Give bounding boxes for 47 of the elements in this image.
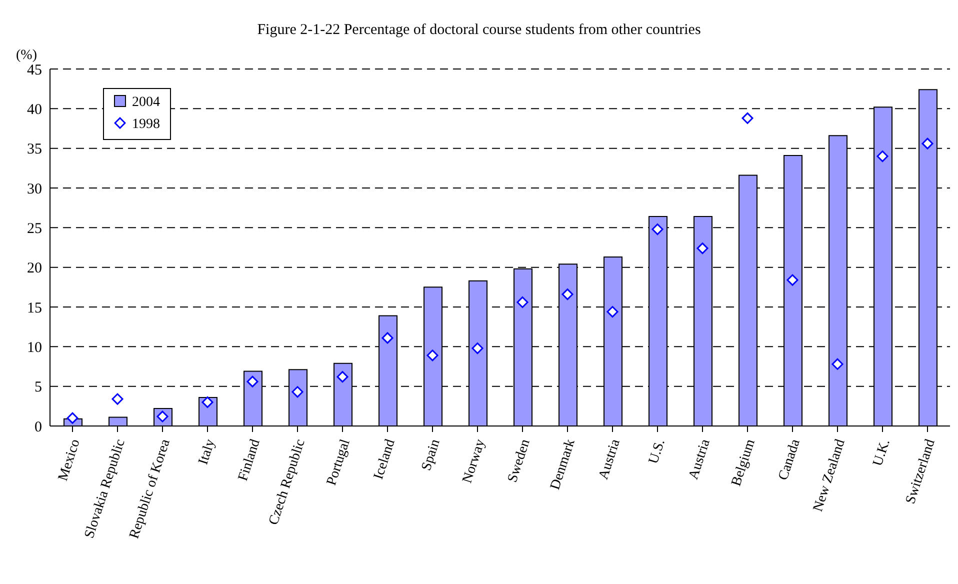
point (292, 386, 304, 398)
point (786, 274, 798, 286)
x-tick-label: Austria (686, 436, 714, 482)
point (202, 396, 214, 408)
point (426, 350, 438, 362)
x-tick-label: Sweden (505, 438, 534, 484)
x-tick-label: U.S. (646, 438, 668, 466)
y-tick-label: 0 (34, 419, 42, 436)
y-tick-label: 10 (27, 340, 42, 356)
point (876, 150, 888, 162)
point (606, 306, 618, 318)
legend-label: 1998 (131, 116, 160, 134)
x-tick-label: Austria (596, 436, 624, 482)
y-tick-label: 25 (27, 220, 42, 237)
point (652, 224, 664, 236)
y-tick-label: 35 (27, 142, 42, 158)
y-tick-label: 5 (34, 380, 42, 396)
y-tick-label: 30 (27, 181, 42, 198)
point (516, 296, 528, 308)
point (832, 358, 844, 370)
x-tick-label: U.K. (870, 438, 894, 468)
x-tick-label: Mexico (56, 438, 84, 483)
legend-label: 2004 (131, 94, 160, 112)
point (246, 376, 258, 388)
y-tick-label: 20 (27, 260, 42, 277)
y-tick-label: 15 (27, 300, 42, 316)
chart-title: Figure 2-1-22 Percentage of doctoral course students from other countries (256, 22, 702, 39)
point (742, 112, 754, 124)
point (382, 332, 394, 344)
x-tick-label: Canada (776, 436, 804, 482)
point (922, 138, 934, 150)
x-tick-label: Finland (236, 438, 264, 483)
x-tick-label: New Zealand (810, 438, 848, 514)
x-tick-label: Portugal (324, 438, 354, 488)
x-tick-label: Belgium (729, 438, 758, 488)
point (472, 342, 484, 354)
point (112, 393, 124, 405)
x-tick-label: Iceland (371, 438, 398, 482)
point (696, 242, 708, 254)
point (66, 412, 78, 424)
x-tick-label: Spain (419, 438, 444, 473)
y-axis-title: (%) (16, 48, 37, 64)
point (336, 371, 348, 383)
x-tick-label: Italy (196, 438, 218, 467)
point (562, 288, 574, 300)
y-tick-label: 40 (27, 102, 42, 118)
y-tick-label: 45 (27, 62, 42, 78)
